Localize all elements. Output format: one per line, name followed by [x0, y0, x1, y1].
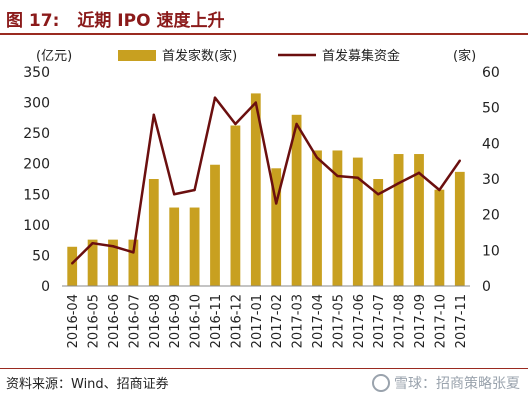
y-left-tick-label: 150 [23, 187, 50, 203]
line-point [132, 251, 135, 254]
y-left-tick-label: 100 [23, 218, 50, 234]
bar [373, 179, 384, 286]
figure-header: 图 17: 近期 IPO 速度上升 [6, 4, 224, 32]
line-point [193, 188, 196, 192]
x-tick-label: 2016-08 [148, 294, 163, 348]
y-left-tick-label: 300 [23, 96, 50, 112]
bar [87, 239, 98, 286]
x-tick-label: 2017-11 [454, 294, 469, 348]
legend-line-label: 首发募集资金 [322, 48, 400, 64]
line-point [71, 262, 74, 265]
bar [230, 125, 241, 286]
bar [271, 168, 282, 286]
bar [352, 157, 363, 286]
bar [454, 171, 465, 286]
bar [393, 154, 404, 286]
line-point [234, 122, 237, 126]
x-tick-label: 2017-03 [291, 294, 306, 348]
x-tick-label: 2016-07 [127, 294, 142, 348]
line-point [295, 122, 298, 126]
plot-area: 0 50 100 150 200 250 300 350 0 10 20 30 40 50 60 2016-0… [23, 65, 500, 348]
footer-rule [0, 368, 528, 369]
x-tick-label: 2016-12 [229, 294, 244, 348]
bar [169, 207, 180, 286]
line-point [356, 176, 359, 179]
line-point [315, 156, 319, 159]
x-tick-label: 2016-10 [189, 294, 204, 348]
legend-bar-swatch [118, 50, 156, 61]
bar [67, 246, 78, 286]
series-line [71, 96, 461, 265]
watermark-text: 雪球：招商策略张夏 [394, 376, 520, 392]
line-point [111, 245, 115, 248]
line-point [91, 242, 94, 245]
bar [414, 154, 424, 286]
bar [210, 164, 220, 286]
line-point [417, 171, 421, 175]
x-tick-label: 2017-06 [352, 294, 367, 348]
figure-number: 图 17: [6, 10, 60, 31]
y-left-tick-label: 0 [41, 279, 50, 295]
y-right-tick-label: 60 [482, 65, 500, 81]
legend: 首发家数(家) 首发募集资金 [118, 48, 400, 64]
chart: (亿元) (家) 首发家数(家) 首发募集资金 0501001502002503… [23, 48, 500, 348]
watermark: 雪球：招商策略张夏 [372, 373, 520, 393]
x-tick-label: 2017-07 [372, 294, 387, 348]
x-tick-label: 2017-10 [433, 294, 448, 348]
line-point [254, 101, 257, 104]
line-point [397, 182, 400, 185]
bar [128, 239, 139, 286]
y-right-tick-label: 10 [482, 243, 500, 259]
x-tick-label: 2016-11 [209, 294, 224, 348]
line-point [152, 113, 155, 117]
line-point [377, 193, 380, 196]
x-tick-label: 2017-02 [270, 294, 285, 348]
y-right-tick-label: 0 [482, 279, 491, 295]
line-point [438, 188, 441, 192]
bar [291, 114, 302, 286]
line-point [458, 159, 461, 162]
bar [312, 150, 322, 286]
bar [332, 150, 343, 286]
y-left-axis-label: (亿元) [36, 49, 72, 64]
x-tick-label: 2017-04 [311, 294, 326, 348]
x-tick-label: 2016-09 [168, 294, 183, 348]
line-point [275, 202, 278, 205]
bar [250, 93, 261, 287]
x-tick-label: 2016-06 [107, 294, 122, 348]
y-right-tick-label: 50 [482, 101, 500, 117]
bar [189, 207, 200, 286]
x-tick-label: 2016-05 [87, 294, 102, 348]
x-tick-label: 2017-01 [250, 294, 265, 348]
y-right-tick-label: 30 [482, 172, 500, 188]
y-right-tick-label: 20 [482, 208, 500, 224]
y-left-tick-label: 200 [23, 157, 50, 173]
line-point [336, 174, 339, 178]
line-point [213, 96, 217, 99]
y-right-tick-label: 40 [482, 136, 500, 152]
y-left-tick-label: 50 [32, 248, 50, 264]
title-rule [0, 33, 528, 35]
snowball-logo-icon [372, 374, 390, 392]
y-left-tick-label: 250 [23, 126, 50, 142]
bar [434, 189, 445, 286]
x-tick-label: 2017-09 [413, 294, 428, 348]
x-tick-label: 2016-04 [66, 294, 81, 348]
y-left-tick-label: 350 [23, 65, 50, 81]
x-tick-label: 2017-08 [393, 294, 408, 348]
bar [148, 179, 159, 286]
figure-title: 近期 IPO 速度上升 [77, 10, 225, 31]
y-right-axis-label: (家) [453, 48, 476, 64]
bar [108, 239, 118, 286]
source-note: 资料来源：Wind、招商证券 [6, 377, 169, 392]
line-point [173, 193, 176, 196]
legend-bar-label: 首发家数(家) [162, 48, 237, 64]
x-tick-label: 2017-05 [331, 294, 346, 348]
